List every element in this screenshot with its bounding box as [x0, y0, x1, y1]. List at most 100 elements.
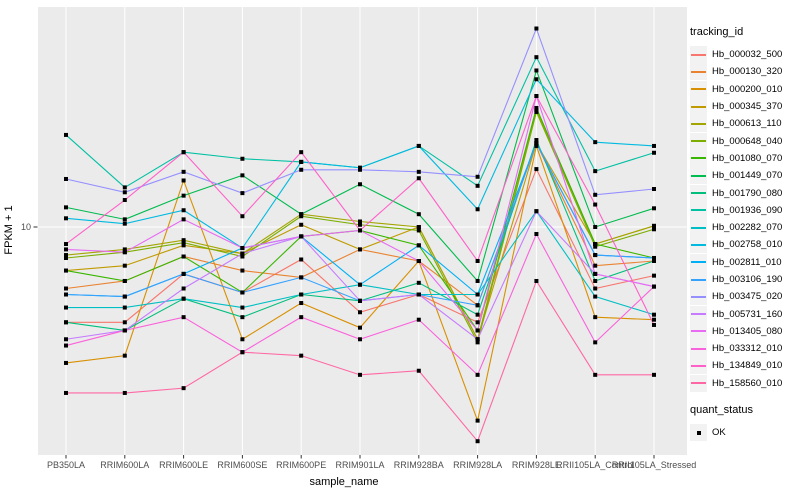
data-point [122, 185, 127, 190]
legend-item-Hb_001790_080: Hb_001790_080 [690, 184, 798, 202]
data-point [299, 212, 304, 217]
data-point [122, 217, 127, 222]
data-point [181, 178, 186, 183]
legend-key-line-icon [691, 243, 706, 246]
data-point [534, 94, 539, 99]
data-point [358, 228, 362, 233]
data-point [652, 223, 656, 228]
data-point [299, 353, 304, 358]
x-tick-label: RRIM928LA [453, 460, 502, 470]
legend-key-line-icon [691, 261, 706, 264]
data-point [122, 221, 127, 226]
legend-label-ok: OK [712, 427, 726, 439]
legend-label: Hb_003475_020 [712, 291, 783, 303]
data-point [64, 253, 68, 258]
legend-label: Hb_002282_070 [712, 222, 783, 234]
data-point [122, 328, 127, 333]
data-point [475, 292, 480, 297]
data-point [475, 372, 480, 377]
data-point [299, 150, 304, 155]
legend-label: Hb_003106_190 [712, 274, 783, 285]
data-point [240, 173, 245, 178]
data-point [122, 320, 127, 325]
data-point [299, 214, 304, 219]
data-point [416, 176, 421, 181]
legend-key-line-icon [691, 347, 706, 350]
data-point [475, 258, 480, 263]
legend-key-line-icon [691, 278, 706, 281]
data-point [122, 294, 127, 299]
square-point-icon [696, 430, 701, 435]
data-point [593, 202, 598, 207]
data-point [652, 322, 656, 327]
data-point [299, 292, 304, 297]
data-point [64, 242, 68, 247]
data-point [122, 190, 127, 195]
data-point [240, 246, 245, 251]
data-point [122, 390, 127, 395]
legend-key [690, 98, 707, 116]
data-point [181, 193, 186, 198]
data-point [652, 317, 656, 322]
data-point [64, 216, 68, 221]
legend-key-line-icon [691, 209, 706, 212]
legend-item-Hb_002282_070: Hb_002282_070 [690, 219, 798, 237]
legend-key-line-icon [691, 105, 706, 108]
data-point [240, 290, 245, 295]
data-point [534, 109, 539, 114]
legend-key-ok [690, 424, 707, 442]
data-point [64, 343, 68, 348]
x-tick-label: RRIM600LE [159, 460, 208, 470]
legend-item-Hb_000648_040: Hb_000648_040 [690, 132, 798, 150]
x-tick-label: RRIM928LE [512, 460, 561, 470]
data-point [475, 340, 480, 345]
legend-key [690, 305, 707, 323]
data-point [652, 143, 656, 148]
data-point [593, 340, 598, 345]
data-point [181, 240, 186, 245]
data-point [593, 242, 598, 247]
data-point [534, 55, 539, 60]
legend-key [690, 80, 707, 98]
data-point [64, 390, 68, 395]
data-point [534, 26, 539, 31]
legend-key [690, 201, 707, 219]
legend-label: Hb_005731_160 [712, 308, 783, 320]
data-point [593, 315, 598, 320]
legend-label: Hb_000200_010 [712, 83, 783, 95]
legend-key [690, 322, 707, 340]
data-point [64, 205, 68, 210]
legend-label: Hb_000613_110 [712, 118, 782, 130]
legend-item-Hb_000130_320: Hb_000130_320 [690, 63, 798, 81]
data-point [181, 271, 186, 276]
legend-label: Hb_002758_010 [712, 239, 783, 251]
data-point [181, 150, 186, 155]
data-point [299, 315, 304, 320]
data-point [416, 169, 421, 174]
data-point [652, 255, 656, 260]
data-point [122, 278, 127, 283]
legend-item-Hb_134849_010: Hb_134849_010 [690, 357, 798, 375]
data-point [475, 312, 480, 317]
data-point [652, 284, 656, 289]
legend-item-Hb_000345_370: Hb_000345_370 [690, 98, 798, 116]
data-point [122, 250, 127, 255]
data-point [534, 209, 539, 214]
data-point [593, 192, 598, 197]
data-point [122, 305, 127, 310]
legend-key-line-icon [691, 330, 706, 333]
legend-key-line-icon [691, 192, 706, 195]
data-point [593, 372, 598, 377]
data-point [240, 350, 245, 355]
legend-label: Hb_000648_040 [712, 135, 783, 147]
data-point [358, 372, 362, 377]
data-point [534, 77, 539, 82]
data-point [64, 292, 68, 297]
data-point [64, 286, 68, 291]
data-point [652, 312, 656, 317]
data-point [358, 167, 362, 172]
legend-key-line-icon [691, 313, 706, 316]
x-tick-label: RRII105LA_Control [556, 460, 634, 470]
legend-key-line-icon [691, 53, 706, 56]
